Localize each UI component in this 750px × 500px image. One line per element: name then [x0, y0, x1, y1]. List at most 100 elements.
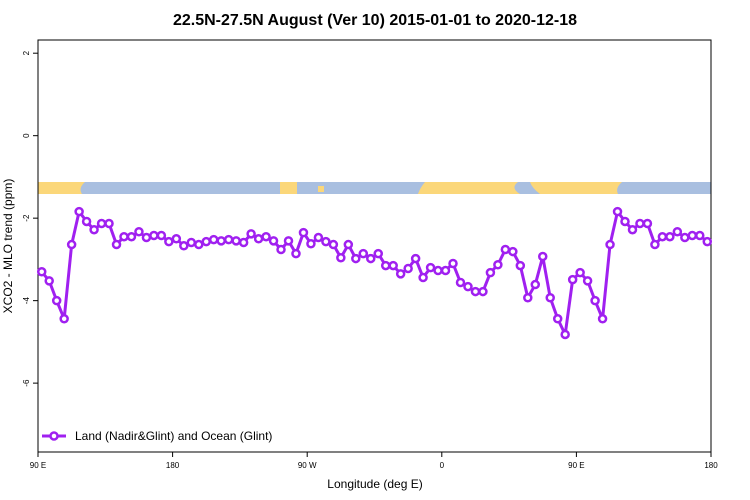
data-point	[545, 293, 555, 303]
data-point	[687, 230, 698, 241]
data-point	[597, 314, 608, 324]
data-point	[410, 253, 421, 264]
legend-label: Land (Nadir&Glint) and Ocean (Glint)	[75, 429, 272, 443]
data-point	[171, 234, 182, 244]
data-point	[223, 234, 234, 245]
data-point	[126, 231, 137, 242]
map-strip	[38, 182, 711, 194]
data-point	[141, 232, 152, 243]
data-point	[523, 293, 533, 303]
data-point	[560, 329, 570, 340]
data-point	[448, 258, 458, 269]
data-point	[665, 231, 675, 242]
data-point	[291, 248, 301, 259]
data-point	[418, 272, 428, 283]
data-point	[156, 230, 167, 241]
data-point	[194, 239, 204, 250]
plot-frame	[37, 39, 712, 453]
data-point	[336, 253, 346, 263]
data-point	[538, 251, 548, 262]
data-point	[605, 239, 615, 250]
data-point	[508, 246, 518, 257]
data-point	[440, 265, 451, 276]
data-point	[186, 237, 197, 248]
data-point	[515, 260, 526, 271]
data-point	[89, 224, 99, 235]
data-point	[313, 232, 324, 243]
x-tick-label: 90 W	[298, 461, 317, 470]
data-point	[702, 236, 713, 247]
chart-title: 22.5N-27.5N August (Ver 10) 2015-01-01 t…	[173, 12, 577, 29]
data-point	[493, 260, 503, 270]
data-point	[388, 260, 398, 271]
data-point	[298, 227, 309, 238]
data-point	[51, 295, 62, 306]
data-point	[433, 265, 443, 276]
x-tick-label: 180	[166, 461, 180, 470]
data-point	[672, 227, 683, 237]
data-point	[253, 234, 264, 244]
data-point	[478, 286, 488, 297]
data-point	[680, 232, 690, 243]
data-point	[261, 231, 271, 242]
data-point	[485, 267, 496, 278]
data-point	[119, 231, 129, 242]
y-tick-label: 2	[22, 50, 31, 55]
data-point	[395, 269, 406, 279]
y-axis-label: XCO2 - MLO trend (ppm)	[1, 179, 15, 314]
legend-marker	[49, 431, 59, 441]
data-point	[201, 236, 211, 247]
data-point	[111, 239, 122, 250]
data-point	[500, 244, 511, 255]
data-point	[179, 241, 189, 251]
data-point	[552, 314, 563, 324]
data-point	[74, 206, 84, 217]
data-point	[96, 218, 107, 229]
y-tick-label: -6	[22, 379, 31, 387]
data-point	[283, 236, 294, 246]
data-point	[149, 230, 159, 241]
x-tick-label: 180	[704, 461, 718, 470]
y-tick-label: -2	[22, 214, 31, 222]
data-point	[358, 248, 369, 259]
data-point	[373, 248, 383, 259]
x-tick-label: 90 E	[30, 461, 46, 470]
data-point	[403, 263, 413, 274]
data-point	[164, 236, 174, 247]
data-point	[104, 218, 114, 229]
data-point	[276, 244, 286, 255]
data-point	[216, 236, 226, 246]
data-point	[134, 227, 144, 237]
data-point	[530, 279, 541, 290]
data-point	[44, 276, 54, 286]
data-point	[36, 267, 47, 277]
data-point	[582, 276, 593, 286]
data-point	[627, 224, 638, 235]
data-point	[635, 218, 645, 229]
data-point	[425, 262, 436, 273]
data-point	[590, 295, 600, 306]
data-point	[238, 237, 249, 248]
data-point	[695, 230, 705, 241]
data-point	[575, 267, 585, 278]
x-axis-label: Longitude (deg E)	[327, 477, 422, 491]
data-point	[343, 239, 354, 250]
data-point	[463, 281, 473, 292]
data-point	[81, 216, 92, 227]
data-point	[470, 286, 481, 297]
data-point	[231, 236, 241, 246]
y-tick-label: 0	[22, 133, 31, 138]
data-point	[567, 274, 578, 285]
data-point	[246, 229, 256, 239]
data-point	[208, 234, 219, 245]
data-point	[268, 236, 279, 246]
data-point	[66, 239, 77, 250]
data-point	[59, 314, 69, 324]
y-tick-label: -4	[22, 297, 31, 305]
data-point	[306, 238, 316, 249]
data-point	[620, 216, 630, 227]
data-point	[642, 218, 653, 229]
data-point	[612, 206, 623, 217]
data-point	[650, 239, 660, 250]
